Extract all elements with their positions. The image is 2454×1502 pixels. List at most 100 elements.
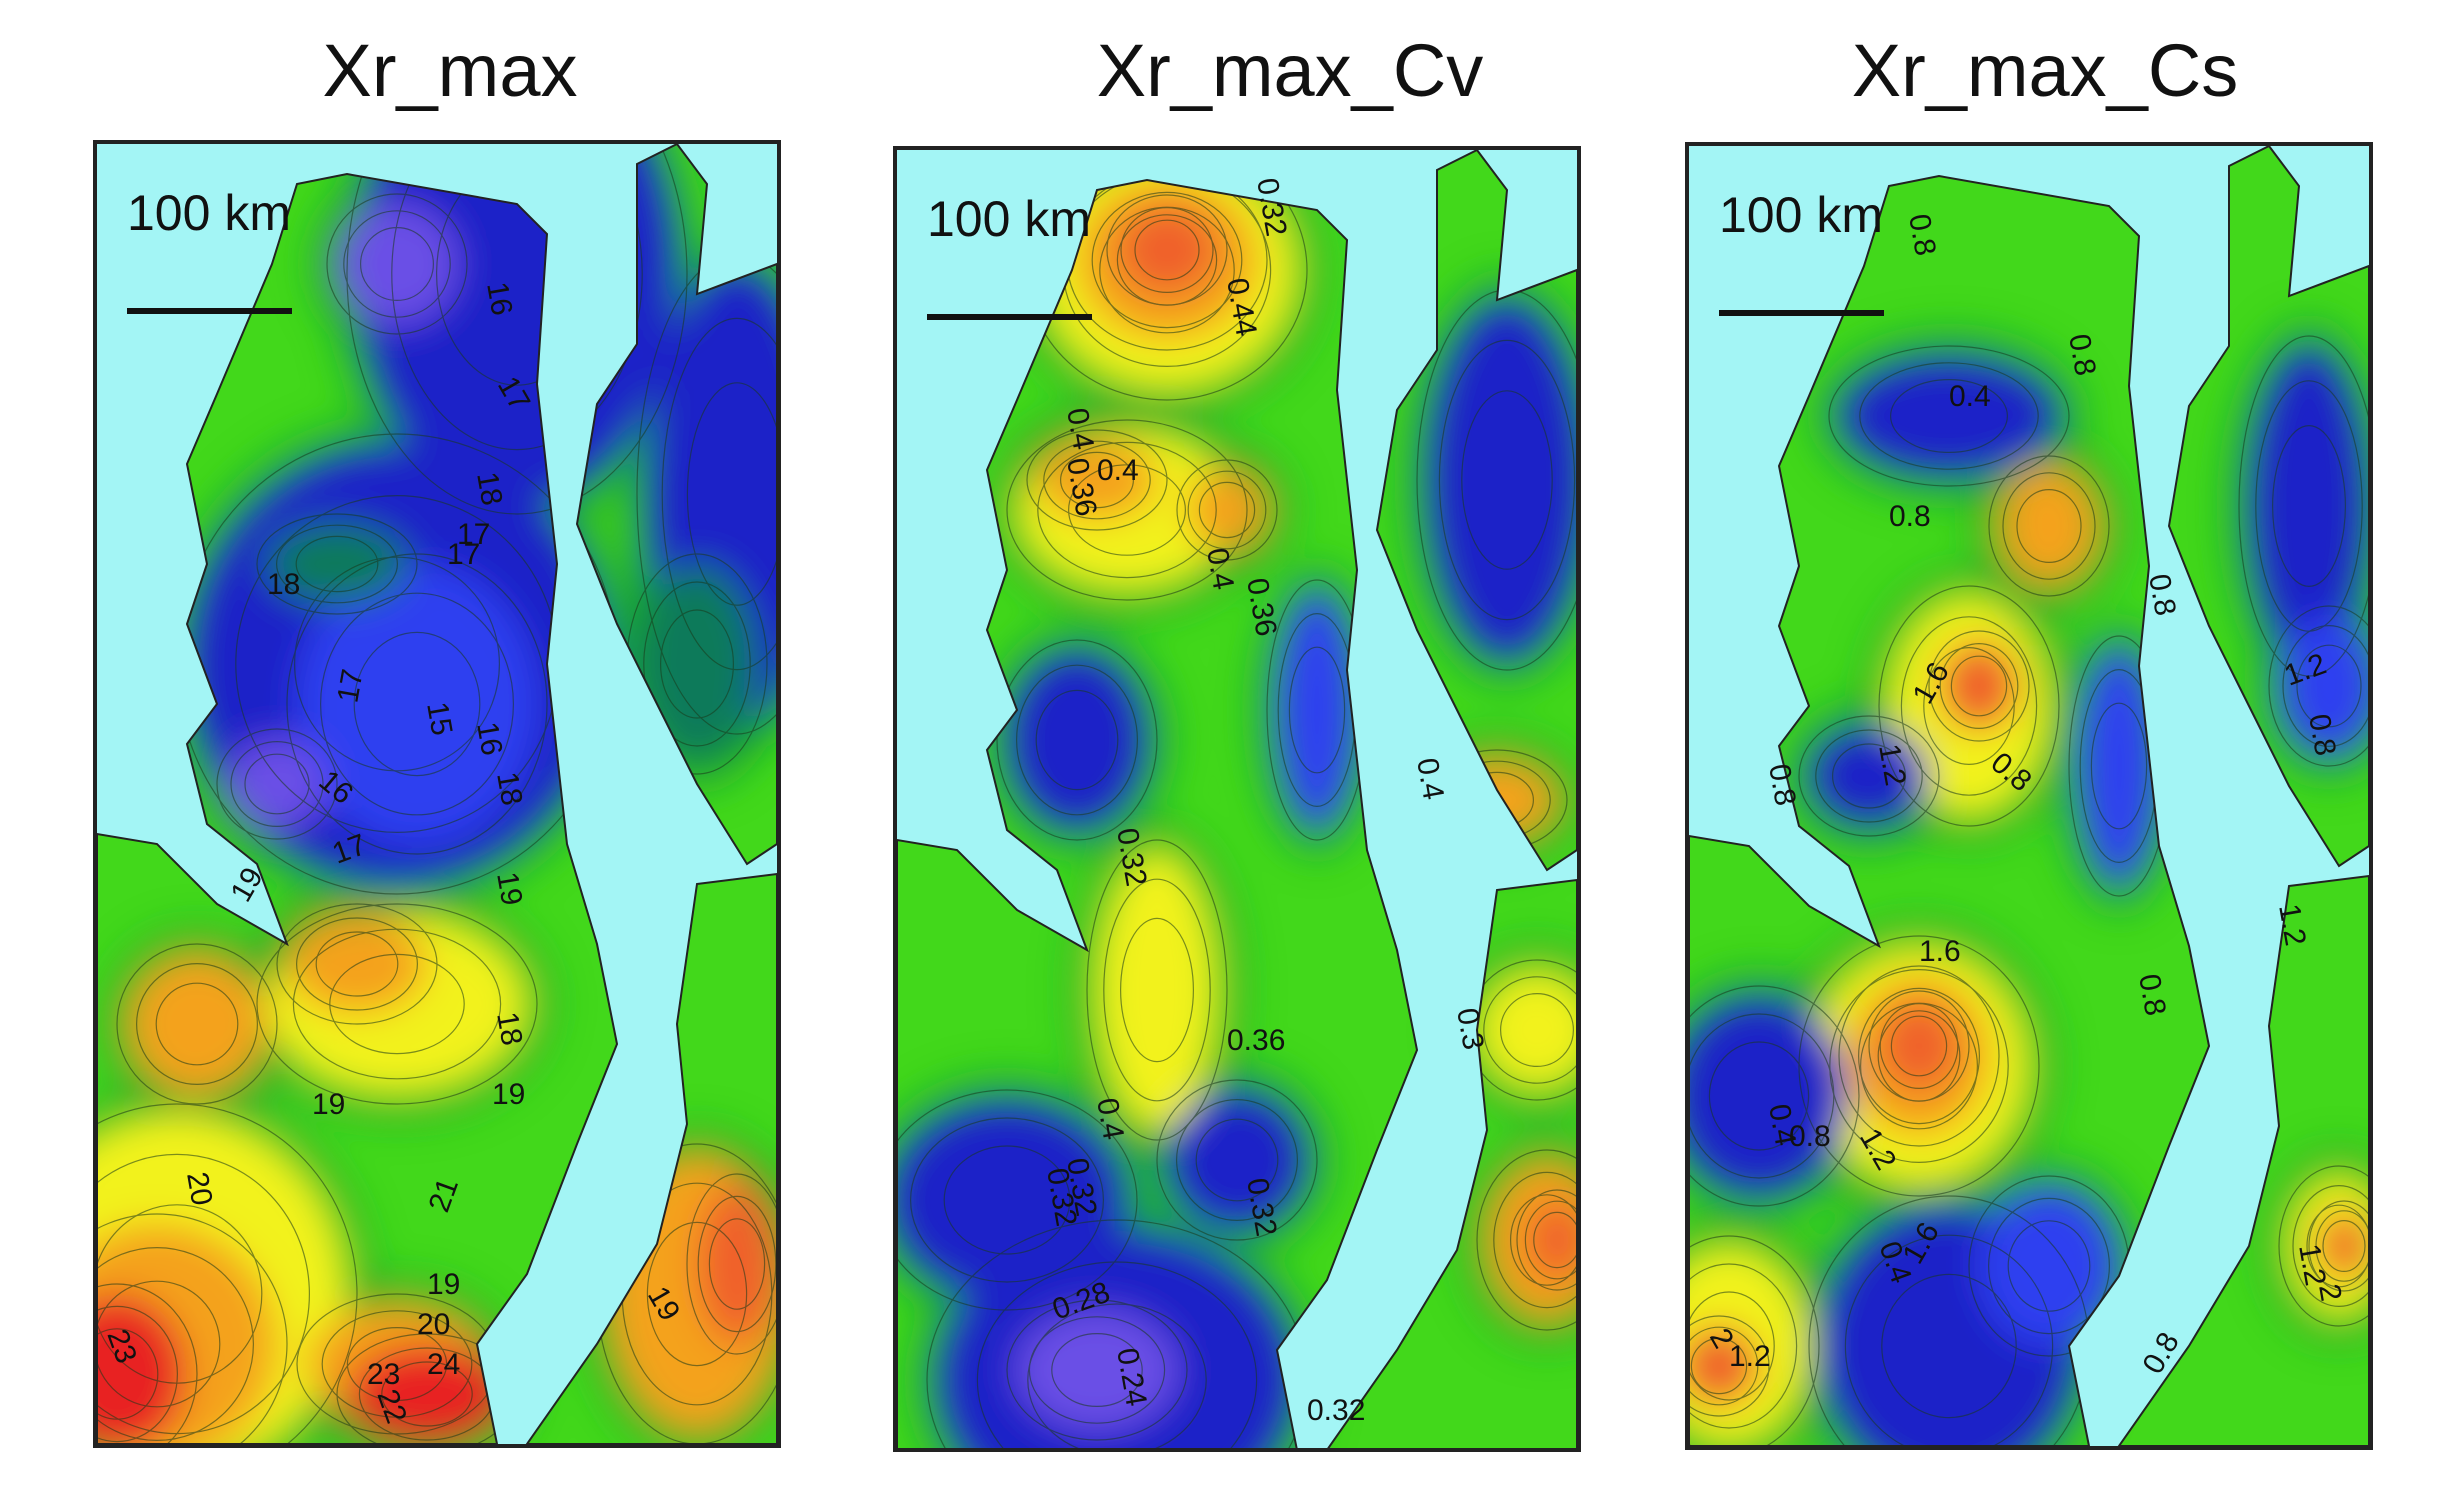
- coastline: [97, 172, 619, 1444]
- contour-line: [326, 193, 468, 335]
- contour-line: [230, 740, 324, 827]
- contour-line: [708, 1218, 766, 1310]
- contour-label: 19: [427, 1268, 460, 1301]
- contour-line: [1461, 390, 1553, 570]
- contour-map: 0.80.80.40.80.81.61.2 0.80.80.81.21.21.60…: [1689, 146, 2369, 1446]
- contour-line: [360, 226, 435, 302]
- contour-line: [2016, 489, 2082, 564]
- contour-line: [1187, 470, 1267, 550]
- contour-line: [2278, 1165, 2369, 1327]
- coastline: [1689, 174, 2211, 1446]
- contour-label: 16: [480, 279, 518, 318]
- value-zone: [127, 954, 267, 1094]
- contour-line: [276, 524, 399, 604]
- contour-line: [353, 631, 481, 777]
- contour-line: [661, 317, 777, 671]
- map-frame: 0.8 0.8 0.4 0.8 0.8 1.6 1.2 0.8 0.8 0.8 1.2 1.2 1.6 0…: [1685, 142, 2373, 1450]
- contour-line: [1815, 729, 1923, 823]
- coastline: [575, 144, 777, 866]
- contour-label: 0.8: [2142, 571, 2182, 618]
- contour-line: [1828, 345, 2070, 487]
- contour-label: 24: [427, 1348, 460, 1381]
- value-zone: [1117, 205, 1217, 295]
- contour-lines: [97, 144, 777, 1444]
- contour-line: [97, 1246, 255, 1441]
- value-zone: [267, 524, 407, 604]
- contour-line: [1015, 664, 1139, 816]
- panel-title: Xr_max_Cv: [1096, 29, 1484, 112]
- contour-label: 0.36: [1227, 1024, 1285, 1057]
- contour-line: [1838, 965, 2000, 1147]
- contour-line: [1533, 1211, 1577, 1269]
- contour-line: [329, 953, 465, 1055]
- contour-line: [1051, 1332, 1143, 1407]
- value-zone: [1979, 1186, 2119, 1346]
- contour-label: 1.2: [2292, 1241, 2332, 1288]
- value-zone: [1999, 466, 2099, 586]
- contour-line: [346, 144, 688, 515]
- contour-line: [1120, 206, 1214, 294]
- contour-line: [1858, 987, 1981, 1125]
- contour-line: [1829, 968, 2009, 1163]
- contour-line: [97, 1103, 358, 1444]
- contour-label: 0.4: [1060, 405, 1100, 452]
- contour-line: [2268, 605, 2369, 767]
- contour-label: 0.8: [2302, 711, 2342, 758]
- contour-line: [1103, 878, 1211, 1102]
- contour-line: [976, 1261, 1258, 1448]
- value-zone: [1017, 1310, 1177, 1430]
- contour-line: [943, 1145, 1071, 1255]
- contour-line: [1176, 459, 1278, 561]
- contour-line: [1689, 1263, 1798, 1429]
- contour-line: [1689, 1326, 1759, 1406]
- contour-label: 0.4: [1200, 545, 1240, 592]
- value-zone: [637, 564, 757, 764]
- contour-line: [2308, 1200, 2369, 1292]
- scale-label: 100 km: [927, 191, 1091, 247]
- value-zone: [97, 1294, 187, 1444]
- contour-line: [1516, 1189, 1577, 1291]
- coastline: [525, 872, 777, 1444]
- contour-line: [1890, 379, 2009, 454]
- contour-line: [296, 917, 419, 1011]
- value-zone: [1097, 850, 1217, 1130]
- contour-label: 0.8: [1789, 1120, 1831, 1153]
- contour-label: 1.2: [1872, 741, 1912, 788]
- contour-line: [1689, 1291, 1775, 1401]
- coastline: [2117, 874, 2369, 1446]
- coastline: [2167, 146, 2369, 868]
- value-zone: [1007, 650, 1147, 830]
- value-zone: [2319, 1211, 2369, 1281]
- contour-line: [1878, 585, 2060, 827]
- contour-line: [2090, 702, 2148, 830]
- contour-line: [1483, 976, 1577, 1084]
- contour-line: [2292, 1184, 2369, 1307]
- value-zone: [1839, 356, 2059, 476]
- contour-line: [996, 639, 1158, 841]
- contour-line: [1195, 1118, 1279, 1202]
- value-zone: [2249, 346, 2369, 666]
- contour-line: [97, 1328, 159, 1420]
- contour-line: [2238, 335, 2369, 677]
- scale-label: 100 km: [1719, 187, 1883, 243]
- contour-line: [2007, 1220, 2091, 1312]
- contour-line: [646, 1221, 748, 1367]
- contour-line: [320, 592, 515, 816]
- contour-line: [1689, 1235, 1820, 1446]
- contour-label: 1.2: [1729, 1340, 1771, 1373]
- contour-label: 17: [457, 518, 490, 551]
- contour-line: [1120, 917, 1195, 1063]
- coastline: [1375, 150, 1577, 872]
- contour-line: [2002, 472, 2096, 580]
- contour-line: [1134, 219, 1200, 281]
- contour-line: [1493, 1171, 1577, 1309]
- contour-line: [1708, 1041, 1810, 1151]
- contour-label: 18: [267, 568, 300, 601]
- contour-line: [1690, 1337, 1748, 1395]
- contour-label: 19: [312, 1088, 345, 1121]
- contour-line: [1060, 451, 1135, 509]
- contour-line: [1091, 191, 1243, 329]
- contour-line: [256, 903, 538, 1105]
- contour-line: [97, 1280, 221, 1408]
- contour-label: 0.4: [1410, 755, 1450, 802]
